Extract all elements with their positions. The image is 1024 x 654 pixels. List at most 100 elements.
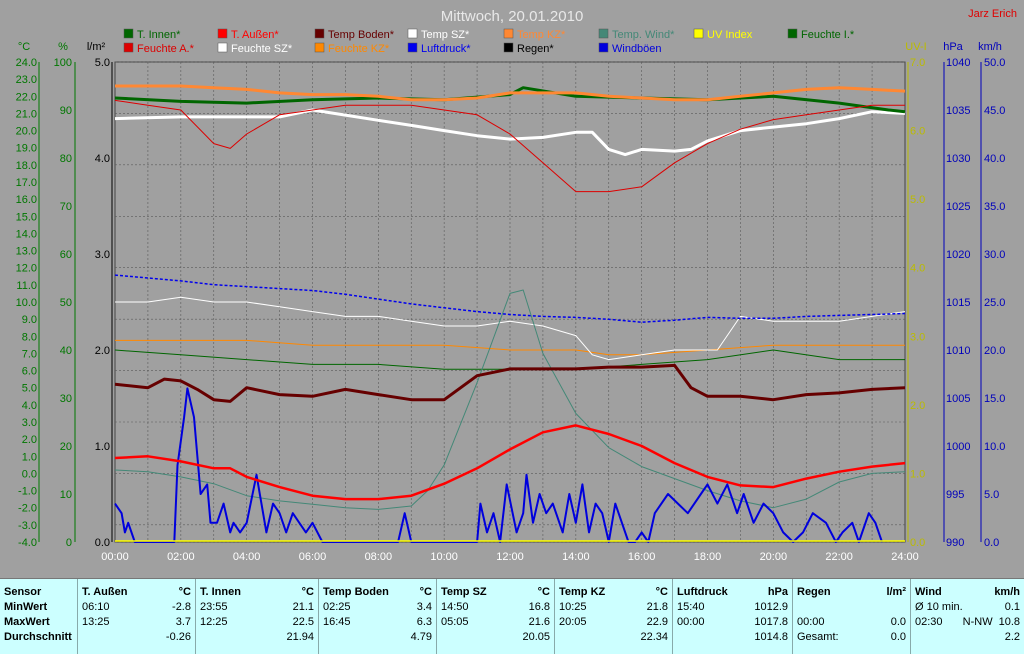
temp-tick: 8.0 — [22, 331, 37, 343]
time-tick: 16:00 — [628, 551, 656, 563]
stat-row: Regen l/m² — [797, 585, 906, 600]
stat-row: Wind km/h — [915, 585, 1020, 600]
temp-tick: 7.0 — [22, 348, 37, 360]
stat-cell: 20:05 — [559, 616, 587, 628]
stat-row: 23:55 21.1 — [200, 600, 314, 615]
kmh-tick: 20.0 — [984, 345, 1005, 357]
hpa-tick: 1030 — [946, 153, 970, 165]
stat-row — [797, 600, 906, 615]
time-tick: 06:00 — [299, 551, 327, 563]
stat-cell: 21.94 — [286, 631, 314, 643]
pct-unit-label: % — [58, 41, 68, 53]
legend-label: Feuchte I.* — [801, 29, 855, 41]
legend-label: Temp. Wind* — [612, 29, 675, 41]
stat-column-t-innen: T. Innen °C 23:55 21.1 12:25 22.5 21.94 — [196, 579, 319, 654]
time-tick: 08:00 — [365, 551, 393, 563]
stat-cell: T. Außen — [82, 586, 128, 598]
legend-swatch — [407, 28, 418, 39]
stat-row: Temp SZ °C — [441, 585, 550, 600]
stat-cell: Temp Boden — [323, 586, 389, 598]
legend-swatch — [314, 28, 325, 39]
uv-tick: 6.0 — [910, 126, 925, 138]
series-temp-kz — [115, 84, 906, 102]
stat-row: 2.2 — [915, 630, 1020, 645]
uv-tick: 7.0 — [910, 57, 925, 69]
time-tick: 04:00 — [233, 551, 261, 563]
legend-swatch — [217, 42, 228, 53]
kmh-tick: 10.0 — [984, 441, 1005, 453]
stat-row: 14:50 16.8 — [441, 600, 550, 615]
temp-tick: 12.0 — [16, 263, 37, 275]
stat-cell: l/m² — [886, 586, 906, 598]
stat-row: 22.34 — [559, 630, 668, 645]
legend-label: Regen* — [517, 43, 554, 55]
stat-cell: Luftdruck — [677, 586, 728, 598]
stat-cell: °C — [537, 586, 550, 598]
legend-label: Feuchte SZ* — [231, 43, 293, 55]
stat-cell: Regen — [797, 586, 831, 598]
temp-tick: 21.0 — [16, 108, 37, 120]
stat-cell: 16:45 — [323, 616, 351, 628]
series-temp-boden — [114, 363, 906, 403]
minwert-label: MinWert — [4, 601, 48, 613]
pct-tick: 10 — [60, 489, 72, 501]
hpa-tick: 990 — [946, 537, 964, 549]
temp-tick: 2.0 — [22, 434, 37, 446]
chart-title: Mittwoch, 20.01.2010 — [441, 8, 584, 25]
uv-tick: 5.0 — [910, 194, 925, 206]
legend-swatch — [217, 28, 228, 39]
stat-cell: Temp SZ — [441, 586, 487, 598]
temp-tick: 22.0 — [16, 91, 37, 103]
statistics-table: Sensor MinWert MaxWert Durchschnitt T. A… — [0, 578, 1024, 654]
temp-tick: 17.0 — [16, 177, 37, 189]
pct-tick: 40 — [60, 345, 72, 357]
stat-cell: 14:50 — [441, 601, 469, 613]
stat-cell: 22.5 — [292, 616, 314, 628]
legend-label: Luftdruck* — [421, 43, 471, 55]
kmh-tick: 40.0 — [984, 153, 1005, 165]
legend-swatch — [598, 28, 609, 39]
stat-cell: 00:00 — [797, 616, 825, 628]
pct-tick: 30 — [60, 393, 72, 405]
legend-swatch — [503, 28, 514, 39]
time-tick: 12:00 — [496, 551, 524, 563]
stat-cell: °C — [655, 586, 668, 598]
stat-cell: 1017.8 — [754, 616, 788, 628]
hpa-tick: 995 — [946, 489, 964, 501]
stat-row: 1014.8 — [677, 630, 788, 645]
stat-cell: 12:25 — [200, 616, 228, 628]
stat-cell: 6.3 — [416, 616, 432, 628]
stat-cell: T. Innen — [200, 586, 241, 598]
temp-tick: 24.0 — [16, 57, 37, 69]
time-tick: 22:00 — [825, 551, 853, 563]
legend-label: Temp KZ* — [517, 29, 566, 41]
pct-tick: 100 — [54, 57, 72, 69]
stat-cell: 0.1 — [1004, 601, 1020, 613]
series-t-innen — [114, 86, 906, 114]
stat-cell: 0.0 — [890, 631, 906, 643]
hpa-tick: 1035 — [946, 105, 970, 117]
series-feuchte-sz — [115, 296, 906, 361]
stat-cell: 21.8 — [646, 601, 668, 613]
series-feuchte-kz — [115, 339, 905, 356]
rain-tick: 4.0 — [95, 153, 110, 165]
hpa-tick: 1025 — [946, 201, 970, 213]
stat-row: Luftdruck hPa — [677, 585, 788, 600]
series-temp-sz — [114, 108, 906, 157]
pct-tick: 50 — [60, 297, 72, 309]
durchschnitt-label: Durchschnitt — [4, 631, 72, 643]
kmh-tick: 35.0 — [984, 201, 1005, 213]
stat-row: 06:10 -2.8 — [82, 600, 191, 615]
legend-swatch — [123, 42, 134, 53]
stat-cell: 3.7 — [175, 616, 191, 628]
row-label-column: Sensor MinWert MaxWert Durchschnitt — [0, 579, 78, 654]
stat-cell: 02:25 — [323, 601, 351, 613]
stat-column-temp-sz: Temp SZ °C 14:50 16.8 05:05 21.6 20.05 — [437, 579, 555, 654]
rain-unit-label: l/m² — [87, 41, 106, 53]
stat-cell: 22.34 — [640, 631, 668, 643]
legend-swatch — [787, 28, 798, 39]
kmh-tick: 25.0 — [984, 297, 1005, 309]
hpa-tick: 1040 — [946, 57, 970, 69]
pct-tick: 90 — [60, 105, 72, 117]
stat-cell: 3.4 — [416, 601, 432, 613]
